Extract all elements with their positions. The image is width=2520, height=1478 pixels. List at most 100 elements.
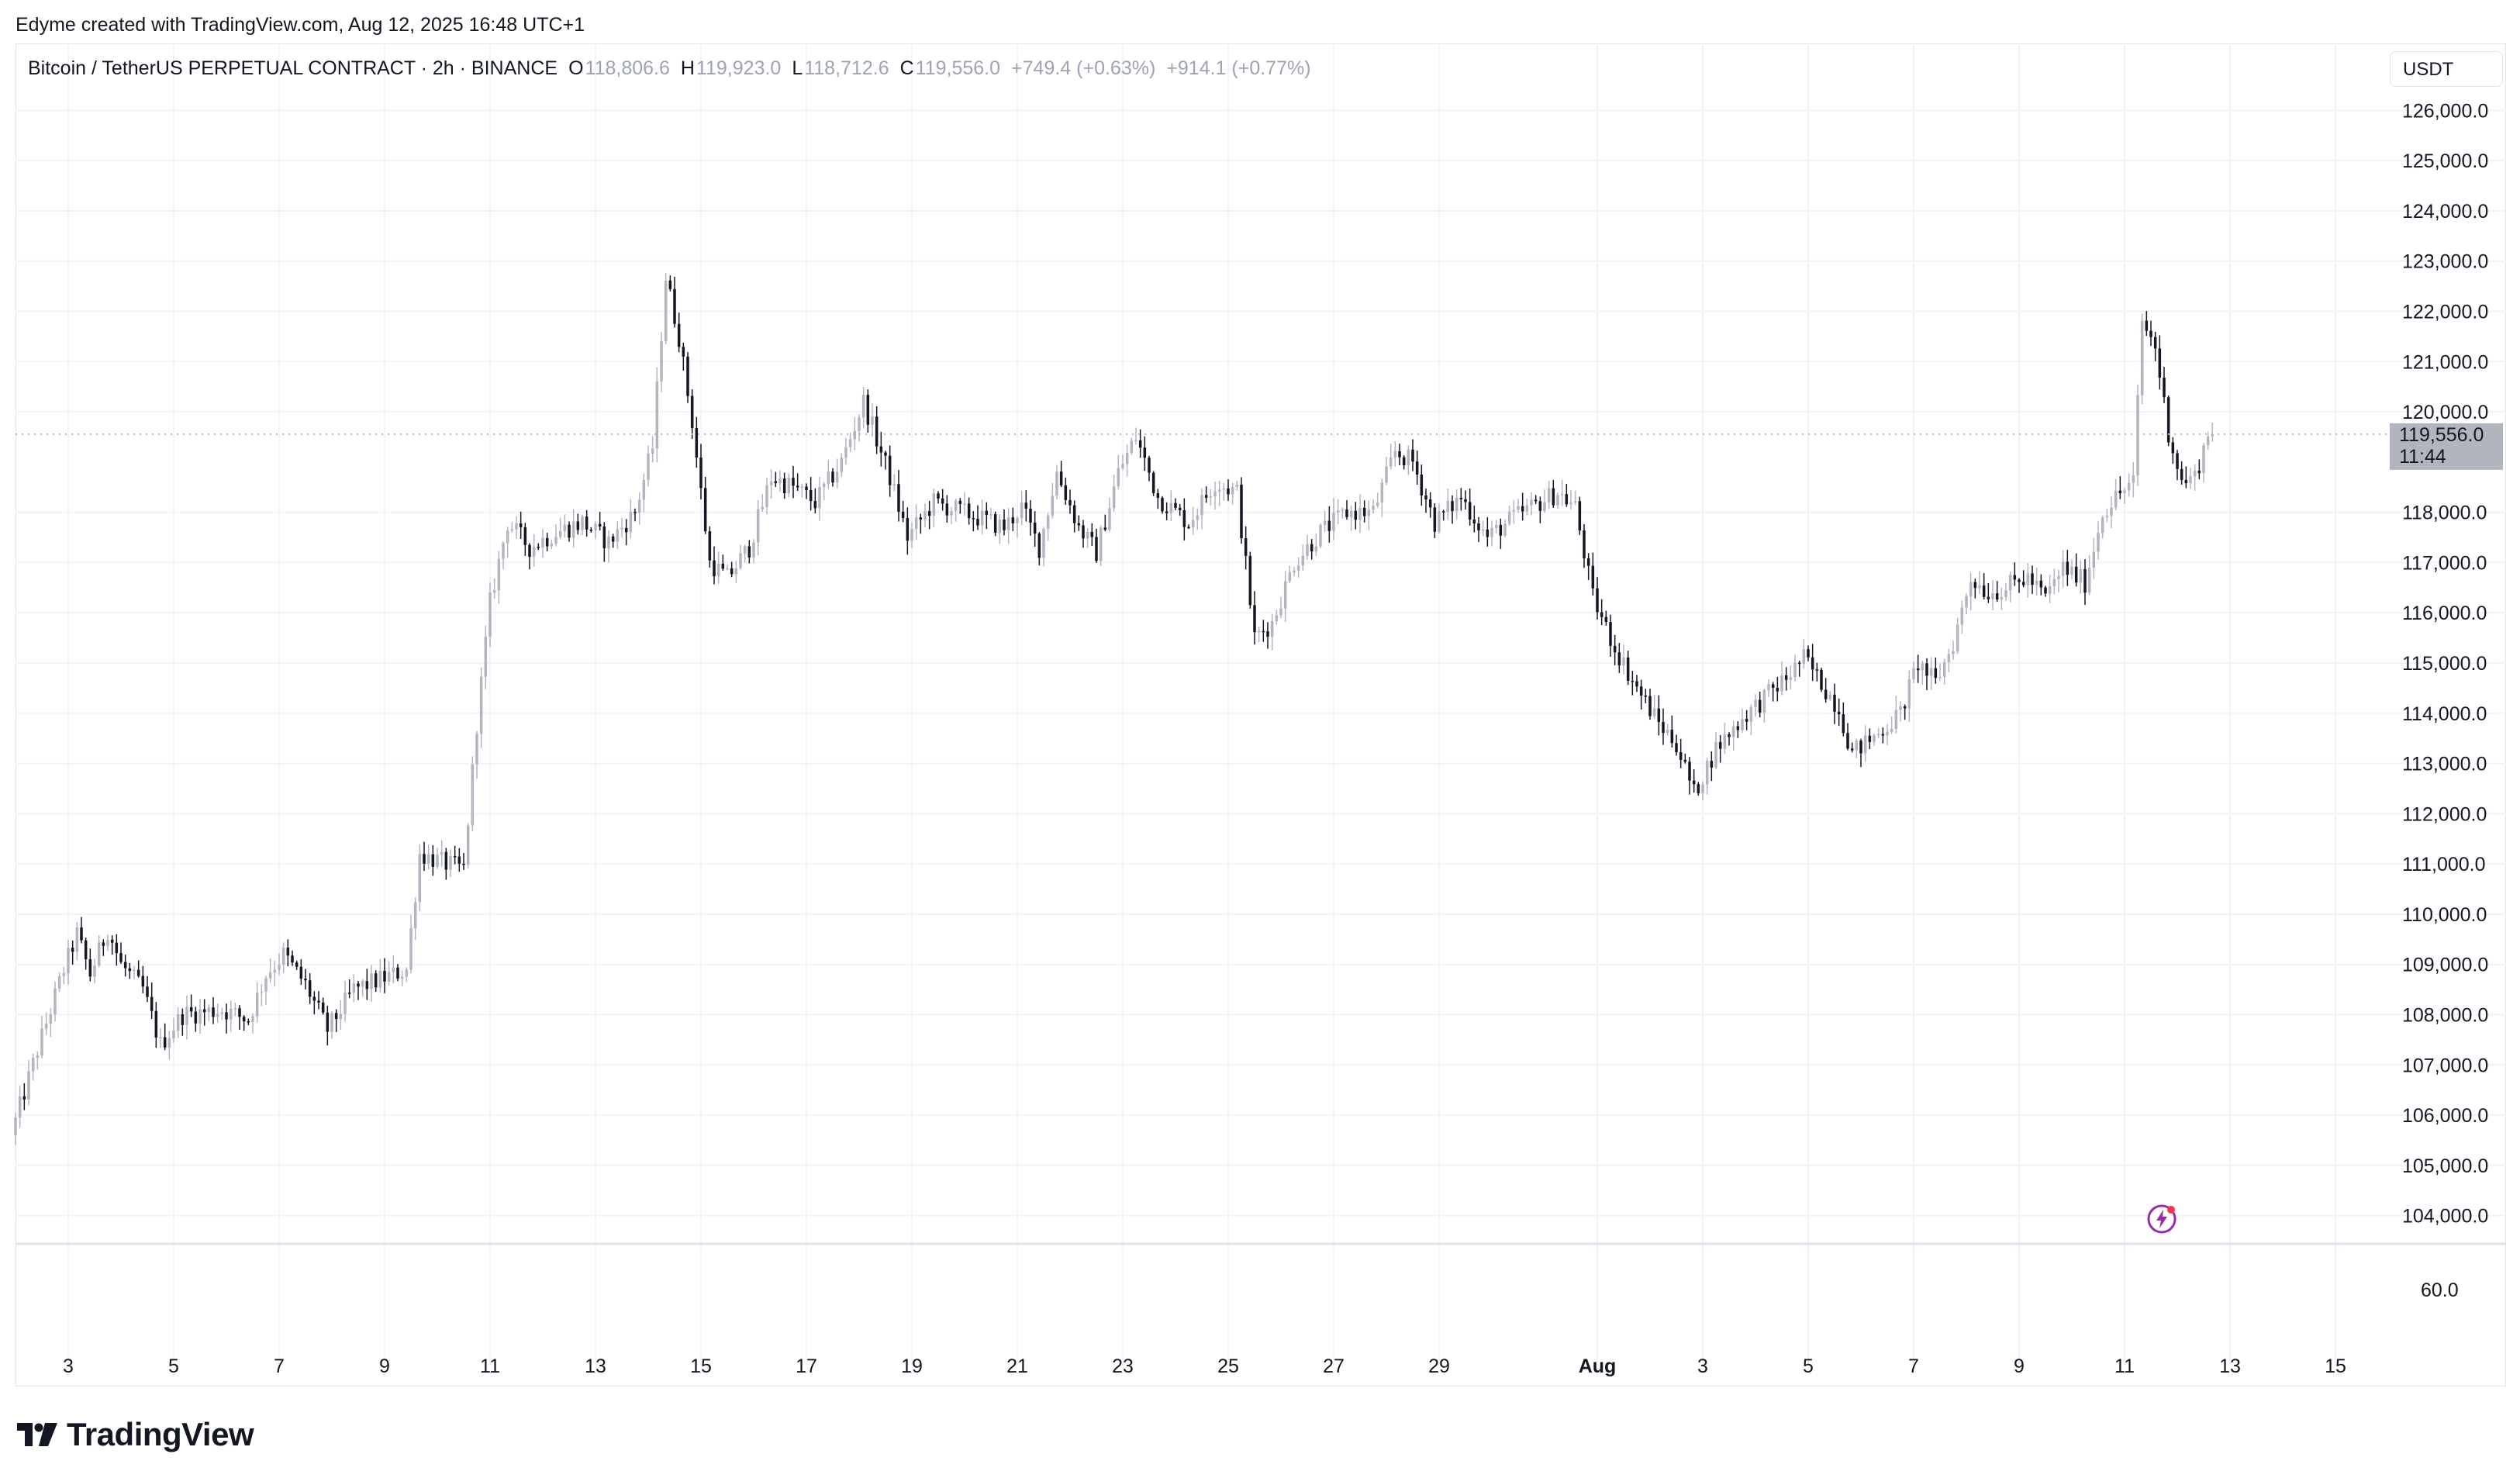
candle [1503,519,1507,537]
change-value: +749.4 (+0.63%) [1011,57,1156,79]
candle-body [541,537,544,547]
candle-body [792,478,795,486]
lightning-alert-icon[interactable] [2146,1203,2177,1235]
candle-body [268,972,272,979]
candle-body [1288,572,1292,582]
candle [980,499,984,534]
candle [1178,503,1182,516]
candle-body [1165,511,1169,513]
candle [1573,490,1577,506]
candle-body [357,983,360,987]
candle-body [1828,694,1832,699]
candle-body [299,966,303,979]
candle-body [1925,663,1928,676]
candle-body [585,516,589,530]
candle [2083,559,2087,606]
y-tick-label: 115,000.0 [2402,653,2487,675]
candle-body [426,854,430,864]
price-tag: 119,556.0 11:44 [2390,423,2503,470]
symbol-title[interactable]: Bitcoin / TetherUS PERPETUAL CONTRACT · … [28,57,558,79]
candle [273,960,277,987]
candle [2066,550,2070,586]
candle-body [1016,518,1019,523]
candle-body [2048,585,2052,594]
candle [1938,663,1942,682]
candle-body [739,553,742,568]
chart-frame [16,43,2506,1386]
candle-body [1266,631,1269,637]
candle [1385,457,1388,485]
candle-body [1652,708,1656,717]
candle-body [361,981,364,987]
candle [611,534,615,548]
candle [264,976,268,1005]
candle-body [647,453,650,480]
candle [1490,520,1493,547]
candle-body [370,973,373,989]
candle [690,389,694,440]
candle-body [1662,722,1665,733]
candle-body [1494,524,1498,528]
candle-body [2087,568,2091,593]
y-tick-label: 120,000.0 [2402,402,2488,423]
candle [330,1010,333,1039]
tradingview-logo[interactable]: TradingView [17,1416,254,1453]
candle-body [958,500,962,504]
candle [2184,466,2188,489]
candle [576,513,580,535]
candle-body [409,928,413,970]
y-tick-label: 113,000.0 [2402,754,2487,775]
candle-body [1639,686,1643,696]
x-tick-label: 9 [379,1355,390,1377]
candle-body [1187,527,1190,529]
candle-body [1876,734,1880,736]
candle [1349,506,1353,531]
candle [225,1003,228,1034]
candle-body [1349,510,1353,517]
candle [1978,571,1981,595]
candle-body [1459,497,1463,499]
candle [2004,583,2007,602]
candle [321,997,325,1015]
candle [1411,439,1414,471]
y-tick-label: 109,000.0 [2402,955,2488,976]
candle [1306,534,1309,560]
candle-body [1591,565,1595,589]
candle-body [436,855,439,868]
candle [1077,515,1081,531]
candle-body [1969,582,1973,596]
candle-body [914,517,918,530]
candle [1596,577,1599,620]
candle-body [782,478,786,493]
candle-body [967,503,971,519]
candle-body [1411,449,1414,462]
candle [22,1083,26,1110]
candle-body [568,524,571,538]
candle [888,445,892,497]
candle-body [2110,507,2113,516]
candle-body [682,347,685,357]
candle [497,551,501,604]
candle [291,950,294,966]
candle-body [2149,330,2152,337]
candle [875,406,879,454]
candle [1455,489,1458,520]
candle-body [840,458,844,472]
candle-body [84,940,88,959]
candle-body [708,531,712,561]
candle [374,970,378,993]
currency-button[interactable]: USDT [2390,51,2503,87]
candle [805,483,808,499]
candle-body [1424,495,1427,500]
candle [677,313,681,353]
candle [167,1031,171,1060]
candle-body [519,523,523,527]
candle-body [1003,519,1006,530]
candle-body [1213,492,1217,497]
lower-pane-tick: 60.0 [2421,1279,2459,1301]
candle-body [278,964,281,970]
candle [545,533,549,551]
candle-body [229,1008,233,1020]
candle [44,1012,48,1035]
